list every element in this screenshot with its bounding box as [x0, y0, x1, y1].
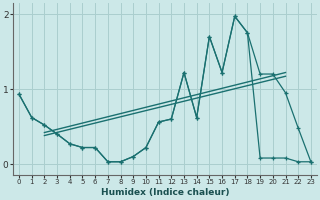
X-axis label: Humidex (Indice chaleur): Humidex (Indice chaleur) [101, 188, 229, 197]
